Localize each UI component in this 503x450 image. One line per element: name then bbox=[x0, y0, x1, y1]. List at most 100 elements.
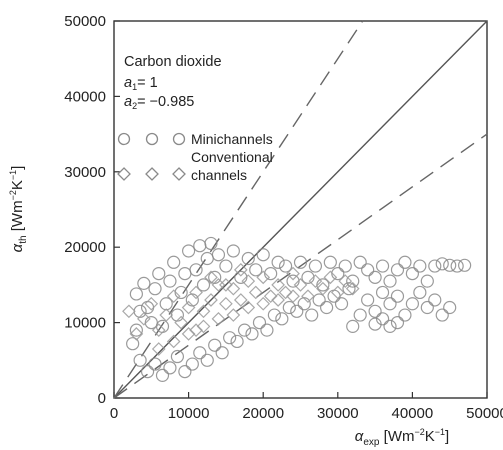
data-point-minichannel bbox=[275, 312, 289, 326]
data-point-conventional bbox=[189, 323, 203, 337]
reference-lines bbox=[113, 20, 488, 399]
data-point-minichannel bbox=[361, 293, 375, 307]
annotation-a1: a1= 1 bbox=[124, 75, 158, 92]
y-tick-label: 50000 bbox=[64, 13, 106, 30]
data-point-minichannel bbox=[368, 304, 382, 318]
data-point-minichannel bbox=[267, 308, 281, 322]
data-point-minichannel bbox=[435, 308, 449, 322]
legend-minichannels-label: Minichannels bbox=[191, 131, 273, 147]
data-point-conventional bbox=[129, 327, 144, 341]
data-point-conventional bbox=[233, 262, 248, 277]
data-point-minichannel bbox=[375, 312, 390, 326]
legend-circle-marker bbox=[145, 132, 159, 146]
data-point-minichannel bbox=[353, 255, 367, 269]
data-point-conventional bbox=[204, 270, 218, 285]
data-point-conventional bbox=[278, 285, 293, 300]
data-point-conventional bbox=[211, 311, 226, 326]
data-point-minichannel bbox=[428, 259, 442, 273]
data-point-minichannel bbox=[282, 300, 296, 315]
data-point-conventional bbox=[151, 323, 166, 337]
data-point-minichannel bbox=[230, 334, 244, 349]
y-tick-label: 40000 bbox=[64, 88, 106, 105]
data-point-minichannel bbox=[260, 323, 274, 337]
data-point-minichannel bbox=[278, 259, 293, 273]
data-point-conventional bbox=[308, 274, 323, 288]
data-point-minichannel bbox=[342, 282, 356, 296]
data-point-minichannel bbox=[450, 259, 464, 273]
data-point-minichannel bbox=[383, 297, 397, 311]
data-point-minichannel bbox=[196, 278, 211, 292]
legend-conventional-label-2: channels bbox=[191, 167, 247, 183]
data-point-minichannel bbox=[443, 258, 457, 272]
data-point-minichannel bbox=[353, 308, 367, 322]
data-point-minichannel bbox=[234, 270, 248, 284]
data-point-conventional bbox=[189, 285, 203, 300]
data-point-minichannel bbox=[390, 316, 405, 330]
data-point-minichannel bbox=[163, 361, 177, 375]
data-point-minichannel bbox=[323, 255, 337, 269]
data-point-minichannel bbox=[148, 282, 162, 296]
data-point-conventional bbox=[263, 289, 278, 304]
data-point-conventional bbox=[122, 304, 136, 319]
data-point-conventional bbox=[196, 319, 211, 334]
data-point-conventional bbox=[330, 285, 345, 300]
data-point-minichannel bbox=[413, 259, 427, 273]
data-point-minichannel bbox=[170, 308, 185, 322]
data-point-conventional bbox=[256, 296, 271, 311]
data-point-minichannel bbox=[200, 251, 214, 266]
data-point-minichannel bbox=[383, 274, 397, 288]
data-point-minichannel bbox=[129, 287, 143, 301]
legend-minichannels-markers bbox=[117, 132, 186, 146]
data-point-conventional bbox=[219, 278, 233, 292]
data-point-conventional bbox=[316, 281, 330, 296]
data-point-conventional bbox=[159, 308, 174, 322]
data-point-conventional bbox=[226, 308, 241, 322]
annotation-a1-value: = 1 bbox=[137, 75, 158, 91]
legend-diamond-marker bbox=[117, 167, 131, 181]
data-point-minichannel bbox=[129, 323, 143, 337]
legend: Minichannels Conventional channels bbox=[117, 131, 273, 183]
data-point-conventional bbox=[204, 293, 218, 307]
reference-line-dashed bbox=[113, 133, 488, 399]
data-point-minichannel bbox=[338, 259, 352, 273]
data-point-minichannel bbox=[237, 323, 252, 337]
data-point-conventional bbox=[151, 342, 166, 356]
data-point-minichannel bbox=[405, 297, 419, 311]
legend-circle-marker bbox=[117, 132, 131, 146]
data-point-minichannel bbox=[308, 259, 323, 273]
data-point-minichannel bbox=[208, 270, 222, 284]
data-point-minichannel bbox=[182, 244, 196, 258]
y-tick-label: 20000 bbox=[64, 239, 106, 256]
data-point-conventional bbox=[271, 293, 285, 307]
data-point-minichannel bbox=[174, 285, 188, 300]
data-point-minichannel bbox=[200, 353, 214, 367]
data-point-minichannel bbox=[133, 304, 147, 318]
data-point-minichannel bbox=[398, 255, 412, 269]
y-tick-label: 10000 bbox=[64, 315, 106, 332]
legend-diamond-marker bbox=[145, 167, 159, 181]
data-point-conventional bbox=[241, 300, 256, 315]
data-point-conventional bbox=[181, 300, 196, 315]
data-point-conventional bbox=[226, 281, 241, 296]
y-tick-label: 30000 bbox=[64, 164, 106, 181]
data-point-minichannel bbox=[252, 316, 267, 330]
data-point-minichannel bbox=[413, 285, 427, 300]
y-axis-label: αth [Wm−2K−1] bbox=[8, 166, 29, 253]
reference-line-1to1 bbox=[113, 20, 488, 399]
data-point-minichannel bbox=[148, 357, 162, 371]
data-point-conventional bbox=[219, 296, 233, 311]
annotation-a2-value: = −0.985 bbox=[137, 94, 194, 110]
data-point-minichannel bbox=[170, 349, 185, 364]
data-point-minichannel bbox=[193, 239, 207, 253]
data-point-minichannel bbox=[312, 293, 326, 307]
data-point-minichannel bbox=[420, 274, 434, 288]
data-point-minichannel bbox=[140, 300, 155, 315]
data-point-minichannel bbox=[334, 297, 349, 311]
data-point-conventional bbox=[196, 304, 211, 319]
data-point-conventional bbox=[293, 278, 308, 292]
data-point-conventional bbox=[248, 285, 263, 300]
y-tick-label: 0 bbox=[98, 390, 106, 407]
data-point-minichannel bbox=[256, 248, 270, 262]
data-point-conventional bbox=[241, 274, 256, 288]
